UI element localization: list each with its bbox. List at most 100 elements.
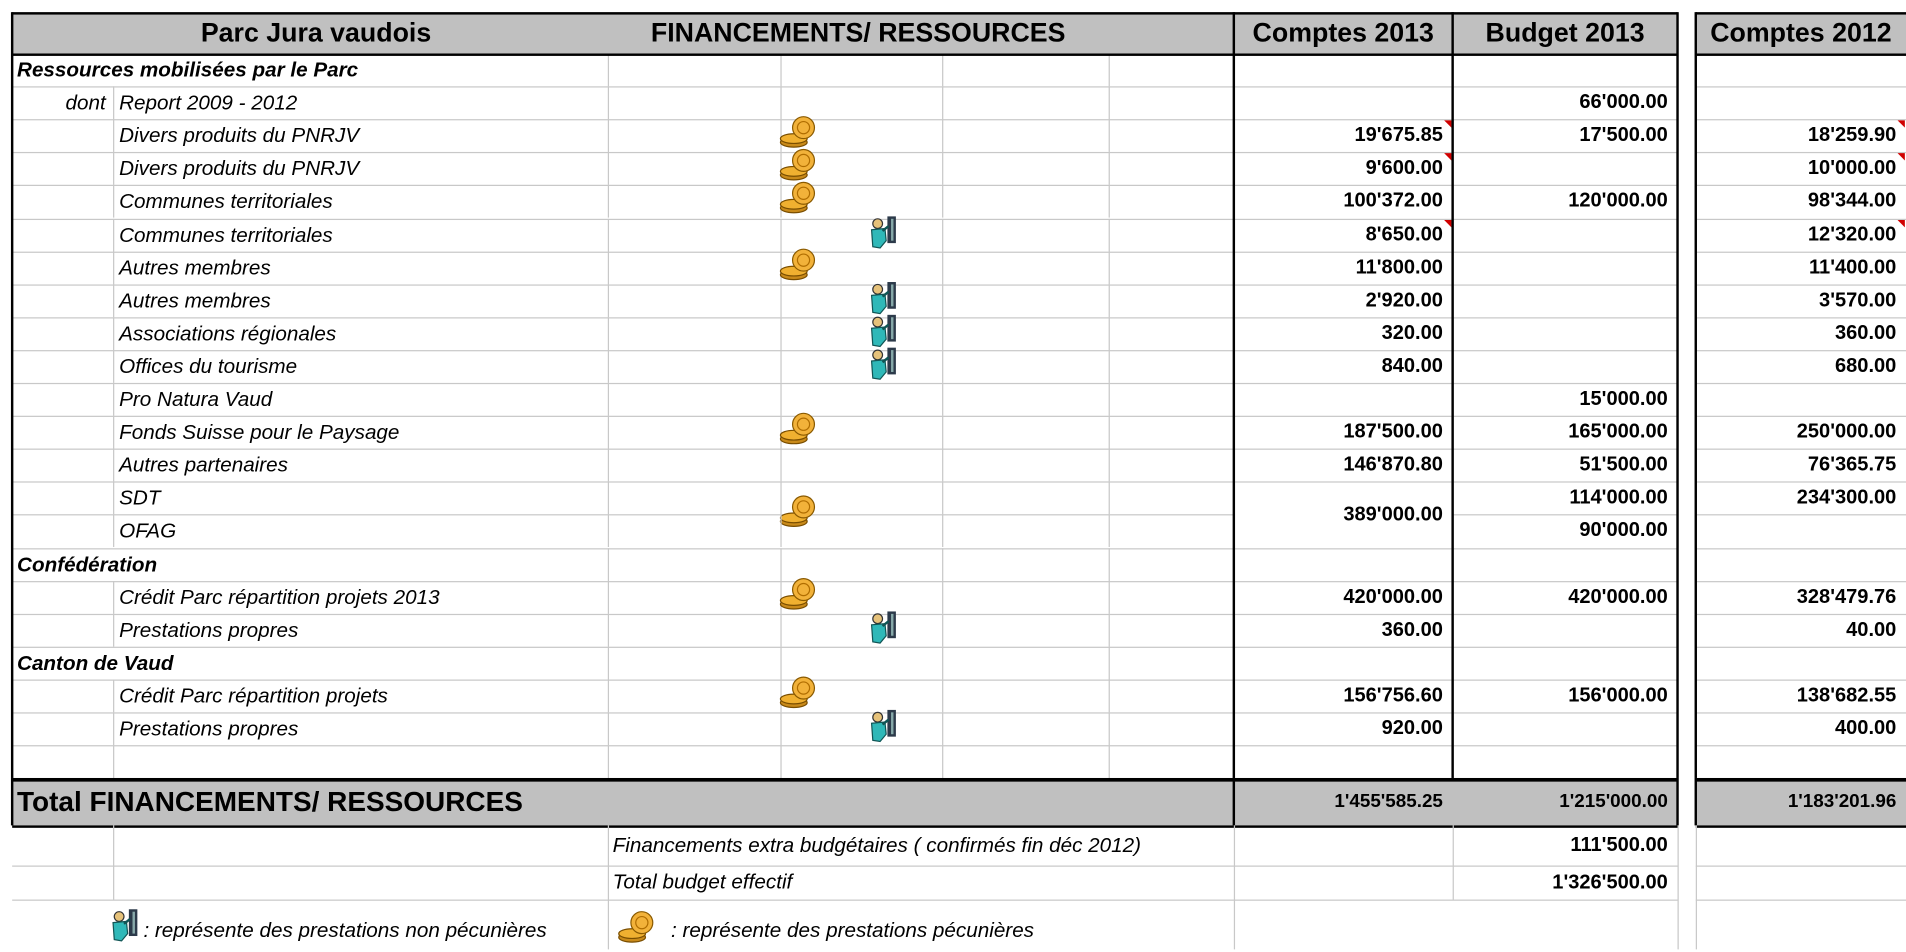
value-cell: 187'500.00 — [1343, 420, 1443, 443]
grid-line — [12, 349, 1234, 352]
coin — [618, 911, 654, 943]
grid-line — [1108, 415, 1110, 449]
value-cell: 156'000.00 — [1568, 684, 1668, 707]
grid-line — [607, 712, 609, 746]
value-cell: 19'675.85 — [1354, 124, 1443, 147]
grid-line — [12, 646, 1234, 648]
grid-line — [607, 119, 609, 153]
grid-line — [607, 284, 609, 318]
grid-line — [1452, 86, 1678, 88]
grid-line — [112, 349, 114, 383]
value-cell: 420'000.00 — [1568, 585, 1668, 608]
grid-line — [1695, 415, 1906, 418]
grid-line — [1108, 448, 1110, 482]
grid-line — [1452, 415, 1678, 418]
grid-line — [1233, 251, 1453, 253]
grid-line — [1233, 745, 1453, 747]
grid-line — [779, 580, 782, 614]
coin — [779, 412, 816, 445]
row-label: Associations régionales — [119, 321, 337, 345]
grid-line — [779, 86, 782, 120]
grid-line — [1452, 825, 1454, 900]
grid-line — [12, 251, 1234, 253]
grid-line — [941, 448, 943, 482]
grid-line — [607, 317, 609, 350]
grid-line — [1233, 448, 1453, 450]
grid-line — [607, 185, 609, 219]
grid-line — [1452, 712, 1678, 714]
coin-icon — [779, 411, 820, 447]
person — [112, 909, 138, 942]
grid-line — [12, 448, 1234, 450]
column-header: Budget 2013 — [1485, 17, 1645, 48]
extra-label: Total budget effectif — [612, 870, 793, 894]
grid-line — [1695, 865, 1906, 867]
grid-line — [779, 185, 782, 219]
grid-line — [1233, 349, 1453, 352]
grid-line — [941, 547, 943, 581]
grid-line — [1695, 448, 1906, 450]
total-value: 1'455'585.25 — [1334, 791, 1443, 813]
value-cell: 18'259.90 — [1807, 124, 1897, 147]
value-cell: 51'500.00 — [1579, 453, 1668, 476]
value-cell: 360.00 — [1381, 618, 1443, 641]
grid-line — [607, 745, 609, 779]
grid-line — [12, 547, 1234, 549]
grid-line — [1452, 745, 1678, 747]
section-label: Canton de Vaud — [17, 651, 174, 675]
value-cell: 66'000.00 — [1579, 91, 1668, 114]
total-label: Total FINANCEMENTS/ RESSOURCES — [17, 785, 523, 818]
grid-line — [112, 712, 114, 746]
grid-line — [1452, 185, 1678, 187]
row-label: SDT — [119, 486, 161, 510]
person-icon — [866, 707, 907, 743]
grid-line — [112, 119, 114, 153]
grid-line — [607, 53, 609, 87]
row-label: Autres membres — [119, 288, 271, 313]
grid-line — [1108, 317, 1110, 350]
grid-line — [1452, 580, 1678, 582]
value-cell: 320.00 — [1381, 321, 1443, 344]
grid-line — [1108, 86, 1110, 120]
grid-line — [607, 679, 609, 713]
row-label: Prestations propres — [119, 618, 299, 642]
value-cell: 156'756.60 — [1343, 684, 1443, 707]
grid-line — [607, 86, 609, 120]
grid-line — [779, 679, 782, 713]
extra-label: Financements extra budgétaires ( confirm… — [612, 834, 1142, 858]
header-bg — [1695, 12, 1906, 54]
row-label: Crédit Parc répartition projets 2013 — [119, 585, 440, 609]
grid-line — [11, 778, 14, 826]
grid-line — [1108, 580, 1110, 614]
grid-line — [1695, 899, 1906, 901]
grid-line — [941, 712, 943, 746]
value-cell: 17'500.00 — [1579, 124, 1668, 147]
grid-line — [1695, 745, 1906, 747]
grid-line — [112, 745, 114, 779]
grid-line — [1233, 580, 1453, 582]
grid-line — [941, 514, 943, 548]
coin — [779, 116, 816, 148]
grid-line — [112, 86, 114, 120]
row-label: Fonds Suisse pour le Paysage — [119, 420, 400, 444]
grid-line — [1695, 679, 1906, 681]
grid-line — [1108, 152, 1110, 186]
grid-line — [1108, 613, 1110, 647]
grid-line — [1233, 185, 1453, 187]
grid-line — [112, 382, 114, 416]
grid-line — [607, 825, 609, 950]
grid-line — [941, 745, 943, 779]
grid-line — [1452, 152, 1678, 154]
row-label: Autres partenaires — [119, 453, 288, 477]
header-bg — [12, 12, 1678, 54]
grid-line — [1233, 712, 1453, 714]
person-icon — [866, 279, 907, 315]
value-cell: 920.00 — [1381, 717, 1443, 740]
value-cell: 328'479.76 — [1796, 585, 1897, 608]
value-cell: 90'000.00 — [1579, 519, 1668, 542]
grid-line — [1233, 547, 1453, 549]
total-value: 1'183'201.96 — [1787, 791, 1897, 813]
grid-line — [112, 514, 114, 548]
value-cell: 40.00 — [1846, 618, 1897, 641]
grid-line — [112, 580, 114, 614]
